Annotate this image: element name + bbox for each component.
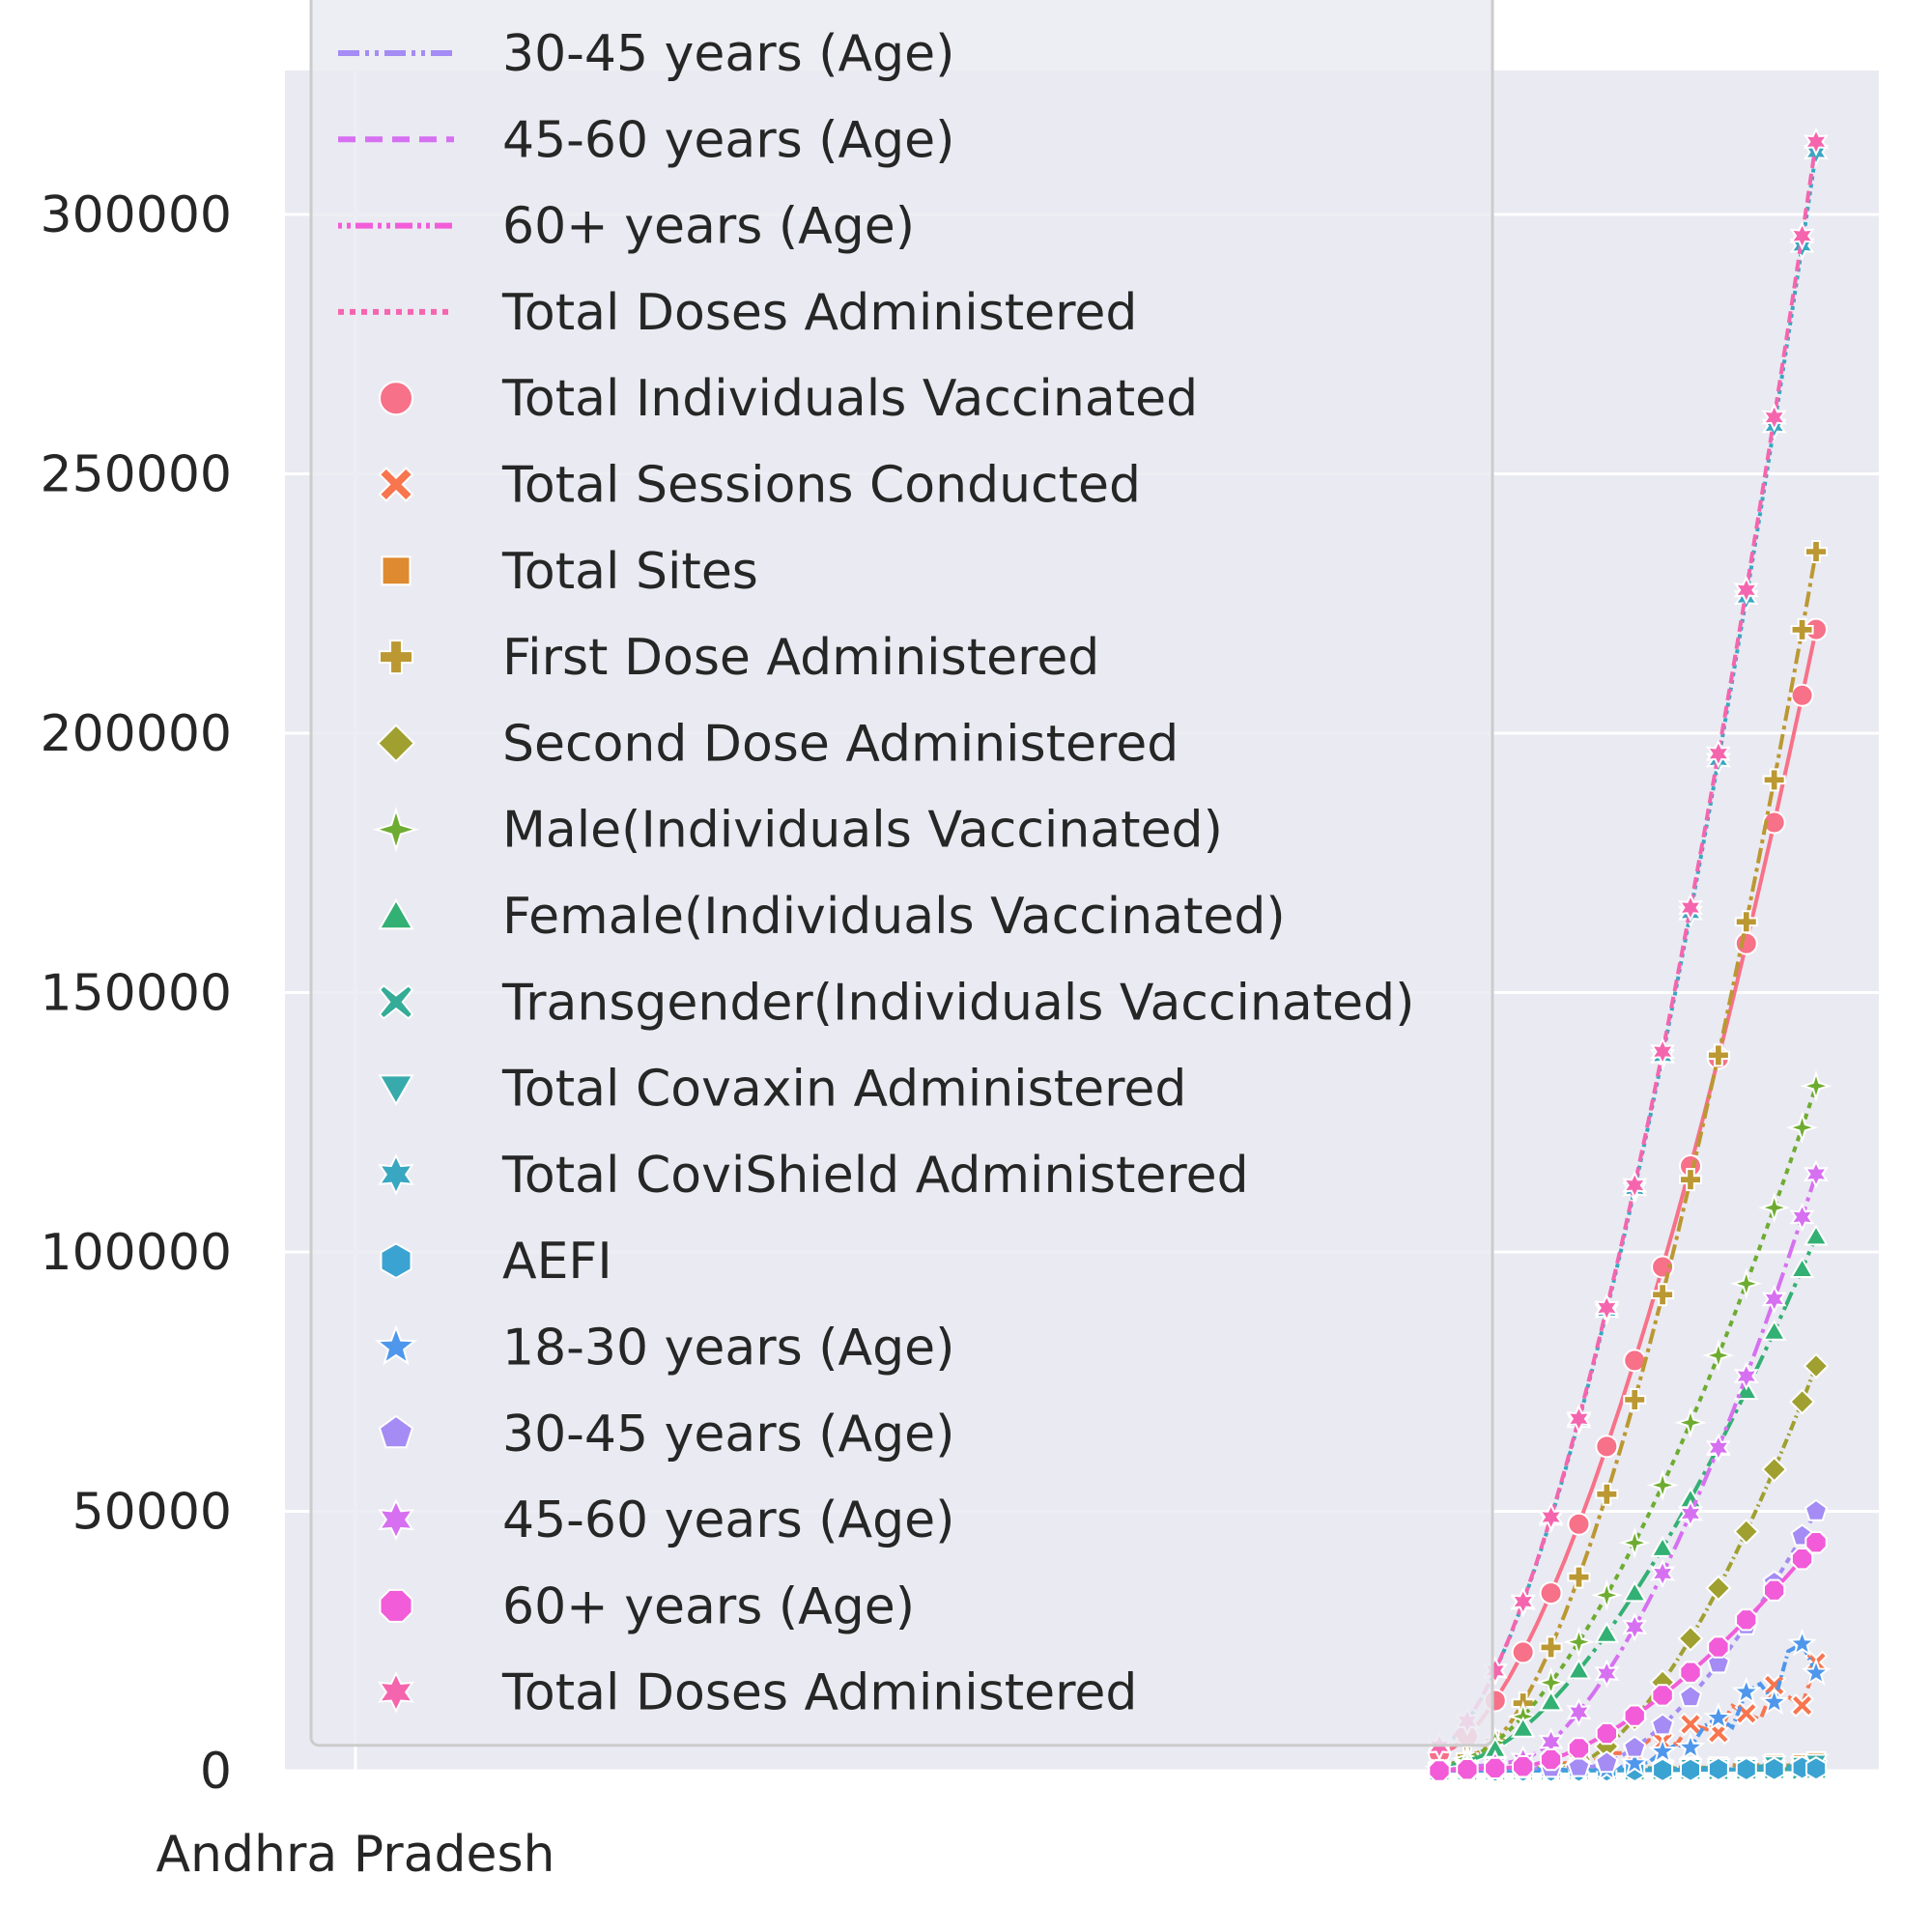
legend-label: Total Sites [501, 543, 758, 601]
legend-label: Transgender(Individuals Vaccinated) [501, 974, 1414, 1032]
legend-label: 45-60 years (Age) [502, 1492, 954, 1549]
y-axis-ticks: 0 50000 100000 150000 200000 250000 300000 [40, 186, 232, 1801]
data-point [1764, 1580, 1784, 1601]
legend-label: 30-45 years (Age) [502, 25, 954, 83]
x-tick-label: Andhra Pradesh [156, 1826, 554, 1884]
legend-label: Total Doses Administered [501, 1664, 1137, 1722]
data-point [1485, 1758, 1505, 1778]
legend-entry: Female(Individuals Vaccinated) [380, 888, 1286, 946]
data-point [1709, 1758, 1728, 1780]
data-point [1513, 1641, 1534, 1662]
y-tick-label: 200000 [40, 705, 232, 763]
x-axis-ticks: Andhra Pradesh [156, 1826, 554, 1884]
legend-label: Total Doses Administered [501, 284, 1137, 342]
data-point [1652, 1685, 1672, 1705]
legend-label: 18-30 years (Age) [502, 1320, 954, 1378]
legend-marker-swatch [380, 382, 412, 414]
legend-marker-swatch [381, 1590, 412, 1622]
legend-label: Total Covaxin Administered [501, 1061, 1186, 1119]
legend-label: 60+ years (Age) [502, 198, 915, 256]
legend-label: 30-45 years (Age) [502, 1406, 954, 1463]
data-point [1806, 1757, 1826, 1779]
legend-label: Female(Individuals Vaccinated) [502, 888, 1286, 946]
legend-label: 45-60 years (Age) [502, 111, 954, 169]
legend-entry: Total CoviShield Administered [380, 1147, 1248, 1205]
data-point [1736, 933, 1757, 954]
legend: 30-45 years (Age) 45-60 years (Age) 60+ ye… [311, 0, 1492, 1746]
data-point [1568, 1514, 1589, 1535]
data-point [1513, 1756, 1533, 1776]
legend-label: Total CoviShield Administered [501, 1147, 1249, 1205]
legend-label: 60+ years (Age) [502, 1577, 915, 1635]
data-point [1457, 1759, 1477, 1779]
data-point [1429, 1760, 1449, 1780]
data-point [1541, 1582, 1562, 1604]
legend-marker-swatch [382, 1243, 412, 1278]
y-tick-label: 100000 [40, 1224, 232, 1282]
legend-box [311, 0, 1492, 1746]
legend-label: Male(Individuals Vaccinated) [502, 802, 1223, 860]
data-point [1792, 685, 1813, 706]
y-tick-label: 150000 [40, 965, 232, 1023]
data-point [1569, 1738, 1589, 1758]
legend-entry: Transgender(Individuals Vaccinated) [380, 974, 1414, 1032]
y-tick-label: 0 [200, 1743, 232, 1801]
legend-label: Total Sessions Conducted [501, 457, 1141, 515]
legend-marker-swatch [383, 556, 411, 584]
legend-entry: Total Individuals Vaccinated [380, 370, 1198, 428]
data-point [1765, 1758, 1784, 1780]
y-tick-label: 300000 [40, 186, 232, 244]
legend-label: First Dose Administered [502, 629, 1099, 687]
data-point [1597, 1723, 1617, 1744]
data-point [1681, 1759, 1700, 1781]
legend-label: AEFI [502, 1233, 612, 1291]
y-tick-label: 50000 [72, 1484, 232, 1542]
data-point [1737, 1758, 1756, 1780]
data-point [1680, 1662, 1700, 1683]
data-point [1736, 1609, 1756, 1630]
legend-entry: Male(Individuals Vaccinated) [377, 802, 1223, 860]
data-point [1541, 1749, 1561, 1770]
data-point [1625, 1706, 1645, 1726]
legend-label: Second Dose Administered [502, 715, 1179, 773]
y-tick-label: 250000 [40, 446, 232, 504]
data-point [1596, 1435, 1617, 1457]
legend-label: Total Individuals Vaccinated [501, 370, 1198, 428]
data-point [1805, 1532, 1826, 1552]
data-point [1708, 1636, 1728, 1657]
